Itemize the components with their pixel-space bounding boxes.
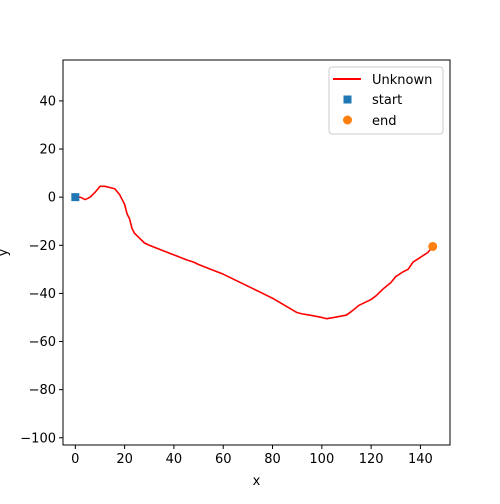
x-tick-label: 120 [359, 452, 384, 467]
series-line-unknown [75, 185, 434, 320]
x-tick-label: 0 [71, 452, 79, 467]
axes-frame [62, 59, 451, 446]
legend-box [328, 66, 444, 135]
legend: Unknown start end [328, 66, 444, 135]
x-tick-label: 40 [166, 452, 183, 467]
legend-label-unknown: Unknown [372, 73, 432, 88]
end-marker [428, 241, 438, 251]
x-tick-label: 60 [215, 452, 232, 467]
x-tick-label: 20 [116, 452, 133, 467]
y-tick-label: 0 [48, 191, 56, 206]
y-tick-label: 20 [39, 143, 56, 158]
x-axis-label: x [253, 474, 261, 489]
x-tick-label: 100 [309, 452, 334, 467]
y-tick-label: −60 [29, 335, 56, 350]
y-tick-label: 40 [39, 94, 56, 109]
y-tick-label: −80 [29, 383, 56, 398]
y-tick-label: −100 [20, 431, 56, 446]
y-axis-label: y [0, 248, 11, 256]
legend-start-swatch [343, 95, 352, 104]
y-tick-label: −20 [29, 239, 56, 254]
legend-end-swatch [343, 115, 352, 125]
legend-label-start: start [372, 93, 402, 108]
x-tick-label: 80 [264, 452, 281, 467]
x-tick-label: 140 [408, 452, 433, 467]
start-marker [71, 193, 80, 202]
y-tick-label: −40 [29, 287, 56, 302]
legend-label-end: end [372, 114, 397, 129]
tick-layer: 0 20 40 60 80 100 120 140 −100 −80 −60 −40 −20 0 20 40 [20, 94, 433, 467]
series-layer [71, 185, 438, 320]
